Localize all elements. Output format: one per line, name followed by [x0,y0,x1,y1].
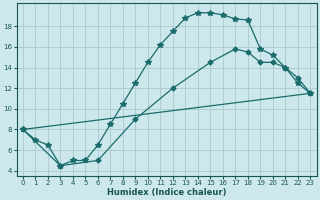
X-axis label: Humidex (Indice chaleur): Humidex (Indice chaleur) [107,188,226,197]
